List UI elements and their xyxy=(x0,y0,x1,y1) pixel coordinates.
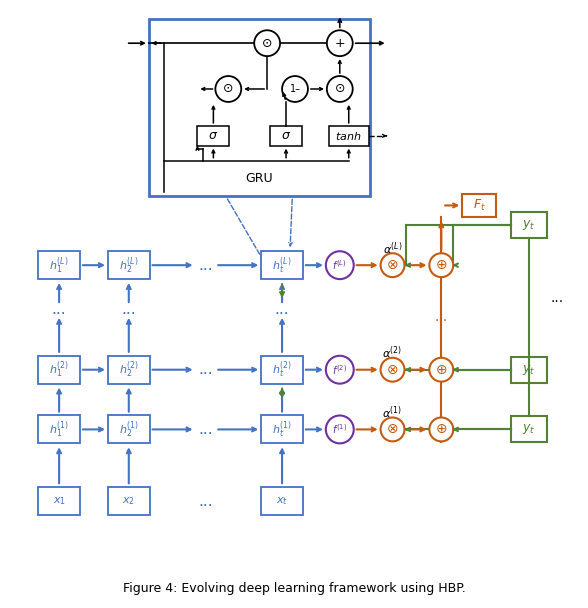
Text: ⊗: ⊗ xyxy=(387,363,398,377)
Text: ⊙: ⊙ xyxy=(335,83,345,95)
Text: ⊕: ⊕ xyxy=(436,258,447,272)
Text: ...: ... xyxy=(275,302,289,317)
Text: ⊗: ⊗ xyxy=(387,423,398,437)
Text: $h_2^{(2)}$: $h_2^{(2)}$ xyxy=(119,359,139,380)
Text: $h_2^{(L)}$: $h_2^{(L)}$ xyxy=(119,255,139,275)
Text: $x_2$: $x_2$ xyxy=(122,495,135,507)
Text: ...: ... xyxy=(198,422,213,437)
FancyBboxPatch shape xyxy=(38,415,80,443)
Text: ...: ... xyxy=(122,302,136,317)
Circle shape xyxy=(254,30,280,56)
Text: ...: ... xyxy=(198,362,213,377)
Text: GRU: GRU xyxy=(245,172,273,185)
Circle shape xyxy=(282,76,308,102)
FancyBboxPatch shape xyxy=(38,251,80,279)
FancyBboxPatch shape xyxy=(38,487,80,515)
Circle shape xyxy=(380,358,405,382)
FancyBboxPatch shape xyxy=(329,126,369,146)
Text: $h_1^{(1)}$: $h_1^{(1)}$ xyxy=(49,419,69,440)
Text: $y_t$: $y_t$ xyxy=(522,363,536,377)
Text: $\sigma$: $\sigma$ xyxy=(281,130,291,142)
Circle shape xyxy=(380,418,405,441)
FancyBboxPatch shape xyxy=(149,19,370,196)
Text: $f^{(1)}$: $f^{(1)}$ xyxy=(332,423,348,437)
Circle shape xyxy=(380,254,405,277)
Text: $h_1^{(L)}$: $h_1^{(L)}$ xyxy=(49,255,69,275)
Text: $y_t$: $y_t$ xyxy=(522,423,536,437)
Text: +: + xyxy=(335,36,345,50)
Text: $\alpha^{(L)}$: $\alpha^{(L)}$ xyxy=(383,240,402,257)
FancyBboxPatch shape xyxy=(108,251,150,279)
FancyBboxPatch shape xyxy=(261,356,303,384)
FancyBboxPatch shape xyxy=(462,193,496,218)
Text: $\sigma$: $\sigma$ xyxy=(208,130,219,142)
Text: $tanh$: $tanh$ xyxy=(336,130,362,142)
Circle shape xyxy=(327,76,353,102)
Text: $f^{(L)}$: $f^{(L)}$ xyxy=(332,258,347,272)
FancyBboxPatch shape xyxy=(270,126,302,146)
Text: 1–: 1– xyxy=(289,84,300,94)
Text: ...: ... xyxy=(198,258,213,272)
Text: $h_2^{(1)}$: $h_2^{(1)}$ xyxy=(119,419,139,440)
Text: $h_t^{(1)}$: $h_t^{(1)}$ xyxy=(272,419,292,440)
Text: $x_1$: $x_1$ xyxy=(52,495,66,507)
FancyBboxPatch shape xyxy=(511,416,547,443)
Text: ...: ... xyxy=(198,494,213,509)
Text: ⊙: ⊙ xyxy=(262,36,272,50)
Text: $y_t$: $y_t$ xyxy=(522,218,536,232)
Text: $h_t^{(L)}$: $h_t^{(L)}$ xyxy=(272,255,292,275)
Text: ⊕: ⊕ xyxy=(436,423,447,437)
FancyBboxPatch shape xyxy=(511,357,547,382)
Circle shape xyxy=(326,251,354,279)
Text: $h_t^{(2)}$: $h_t^{(2)}$ xyxy=(272,359,292,380)
Text: $\alpha^{(1)}$: $\alpha^{(1)}$ xyxy=(382,404,403,421)
Circle shape xyxy=(326,356,354,384)
Text: Figure 4: Evolving deep learning framework using HBP.: Figure 4: Evolving deep learning framewo… xyxy=(123,582,465,595)
FancyBboxPatch shape xyxy=(511,212,547,238)
Text: $\alpha^{(2)}$: $\alpha^{(2)}$ xyxy=(382,345,403,361)
FancyBboxPatch shape xyxy=(261,415,303,443)
Text: $x_t$: $x_t$ xyxy=(276,495,288,507)
Text: ⊕: ⊕ xyxy=(436,363,447,377)
Text: ⊙: ⊙ xyxy=(223,83,233,95)
Circle shape xyxy=(327,30,353,56)
Text: $h_1^{(2)}$: $h_1^{(2)}$ xyxy=(49,359,69,380)
Text: ⊗: ⊗ xyxy=(387,258,398,272)
FancyBboxPatch shape xyxy=(261,251,303,279)
FancyBboxPatch shape xyxy=(108,415,150,443)
Text: ...: ... xyxy=(550,291,563,305)
Text: ...: ... xyxy=(52,302,66,317)
FancyBboxPatch shape xyxy=(261,487,303,515)
Circle shape xyxy=(429,254,453,277)
Circle shape xyxy=(429,358,453,382)
FancyBboxPatch shape xyxy=(108,487,150,515)
FancyBboxPatch shape xyxy=(38,356,80,384)
Text: ...: ... xyxy=(435,311,448,325)
Text: $f^{(2)}$: $f^{(2)}$ xyxy=(332,363,348,376)
FancyBboxPatch shape xyxy=(108,356,150,384)
FancyBboxPatch shape xyxy=(198,126,229,146)
Circle shape xyxy=(326,415,354,443)
Circle shape xyxy=(429,418,453,441)
Circle shape xyxy=(215,76,241,102)
Text: $F_t$: $F_t$ xyxy=(473,198,486,213)
